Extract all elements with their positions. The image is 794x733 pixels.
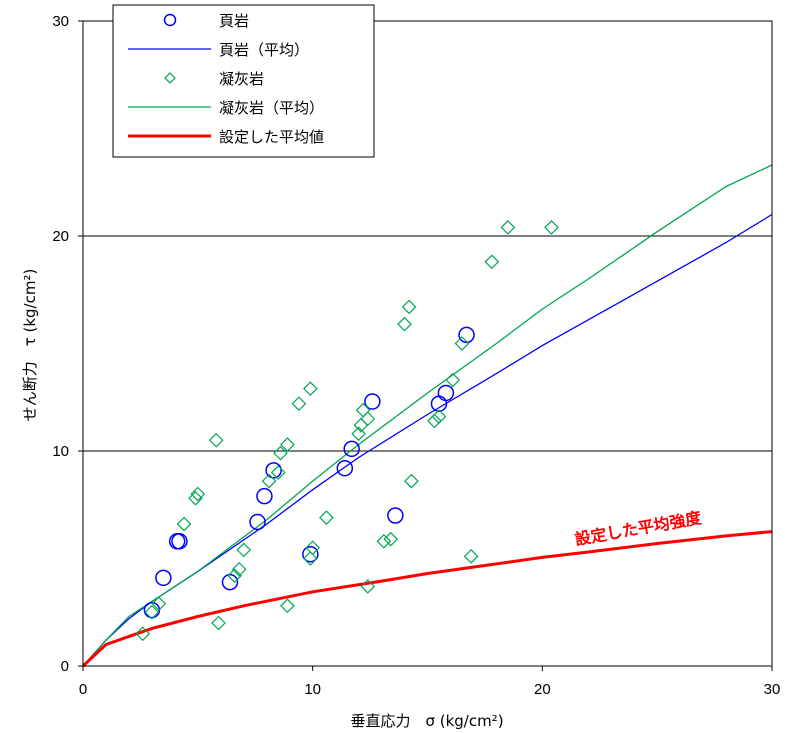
legend-box	[112, 4, 375, 158]
x-tick-label: 30	[764, 681, 781, 698]
tuff-point	[303, 551, 318, 566]
series-line	[81, 530, 773, 668]
x-tick-label: 0	[79, 681, 87, 698]
tuff-point	[291, 396, 307, 412]
tuff-point	[305, 540, 321, 556]
shale-point	[343, 440, 360, 458]
legend-marker	[164, 72, 176, 84]
tuff-point	[151, 596, 167, 611]
tuff-point	[188, 490, 203, 506]
tuff-point	[360, 579, 376, 594]
shale-point	[336, 459, 354, 477]
tuff-point	[427, 413, 442, 429]
tuff-point	[463, 549, 479, 564]
shale-point	[458, 326, 475, 344]
legend-label: 頁岩（平均）	[219, 41, 309, 59]
shale-point	[256, 487, 273, 505]
tuff-point	[351, 426, 366, 442]
series-layer	[81, 164, 773, 668]
shale-point	[430, 395, 448, 412]
y-tick-label: 20	[52, 228, 69, 245]
shale-point	[171, 533, 188, 550]
tuff-point	[454, 336, 470, 351]
y-tick-label: 30	[52, 13, 69, 30]
tuff-point	[383, 531, 399, 547]
tuff-point	[280, 598, 295, 614]
tuff-point	[397, 316, 412, 332]
tuff-point	[376, 533, 392, 549]
annotation-label: 設定した平均強度	[573, 508, 703, 549]
legend-marker	[163, 13, 177, 27]
shale-point	[302, 545, 319, 563]
tuff-point	[261, 473, 277, 489]
plot-frame	[82, 20, 773, 667]
gridlines	[83, 235, 772, 452]
legend-label: 設定した平均値	[219, 128, 324, 146]
tuff-point	[404, 473, 419, 489]
tuff-point	[270, 465, 286, 480]
tuff-point	[401, 299, 417, 315]
y-axis-label: せん断力 τ (kg/cm²)	[21, 269, 39, 422]
series-line	[82, 213, 773, 667]
x-axis-label: 垂直応力 σ (kg/cm²)	[350, 712, 503, 730]
tuff-point	[227, 568, 242, 584]
shale-point	[265, 462, 282, 479]
tick-labels: 0 10 20 30 0 10 20 30	[52, 13, 780, 698]
y-tick-label: 10	[52, 443, 69, 460]
tuff-point	[176, 516, 192, 532]
tuff-point	[144, 604, 160, 620]
legend-label: 頁岩	[219, 12, 249, 30]
tuff-point	[236, 542, 252, 558]
tuff-point	[190, 486, 206, 502]
legend-label: 凝灰岩（平均）	[219, 99, 324, 117]
shale-point	[437, 384, 455, 402]
tuff-point	[500, 220, 516, 235]
tuff-point	[355, 402, 371, 418]
tuff-point	[280, 437, 295, 452]
shale-point	[387, 507, 404, 524]
tuff-point	[231, 561, 247, 577]
tuff-point	[273, 445, 288, 461]
shale-point	[143, 601, 161, 619]
tuff-point	[208, 432, 224, 448]
shale-point	[364, 393, 381, 410]
series-line	[82, 164, 773, 667]
tuff-point	[319, 510, 334, 525]
tuff-point	[431, 409, 447, 424]
shale-point	[221, 573, 239, 591]
shale-point	[249, 513, 266, 531]
tuff-point	[544, 220, 559, 235]
y-tick-label: 0	[61, 658, 69, 675]
shale-point	[155, 569, 172, 587]
tuff-point	[484, 254, 500, 270]
x-tick-label: 20	[534, 681, 551, 698]
legend-label: 凝灰岩	[219, 70, 264, 88]
tuff-point	[360, 411, 376, 427]
tuff-point	[135, 626, 151, 642]
tuff-point	[211, 615, 226, 631]
tuff-point	[445, 372, 461, 388]
x-tick-label: 10	[304, 681, 321, 698]
tuff-point	[303, 381, 318, 396]
